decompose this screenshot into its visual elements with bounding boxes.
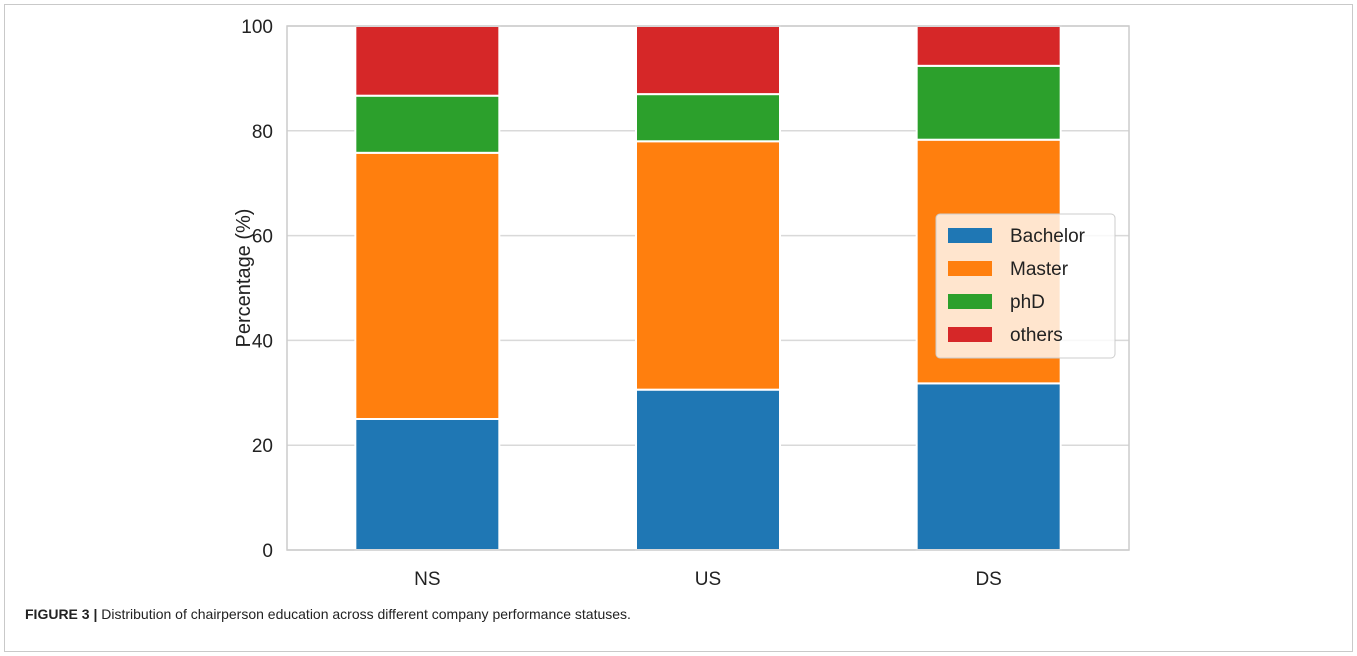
y-tick-label: 20 <box>252 436 273 457</box>
figure-frame: 0 20 40 60 80 100 NS US DS Percentage (%) Bachel… <box>4 4 1353 652</box>
bar-segment-bachelor-ds <box>915 382 1062 552</box>
legend-swatch-others <box>948 327 992 342</box>
bar-segment-bachelor-us <box>635 388 781 551</box>
stacked-bar-chart: 0 20 40 60 80 100 NS US DS Percentage (%) Bachel… <box>233 17 1130 590</box>
legend-box <box>935 213 1116 359</box>
legend-label-others: others <box>1010 325 1063 346</box>
plot-border <box>286 25 1130 551</box>
bar-segment-others-ds <box>915 25 1062 67</box>
legend-label-bachelor: Bachelor <box>1010 226 1086 247</box>
bar-segment-phd-us <box>635 93 781 143</box>
y-axis-label: Percentage (%) <box>233 209 255 348</box>
x-tick-label: DS <box>975 569 1001 590</box>
legend-label-master: Master <box>1010 259 1069 280</box>
y-tick-label: 100 <box>241 17 273 38</box>
bar-segment-others-us <box>635 25 781 96</box>
figure-caption-text: Distribution of chairperson education ac… <box>101 606 631 622</box>
y-tick-label: 0 <box>262 541 273 562</box>
figure-caption-label: FIGURE 3 | <box>25 606 98 622</box>
y-tick-label: 60 <box>252 227 273 248</box>
y-tick-label: 80 <box>252 122 273 143</box>
bar-segment-phd-ns <box>354 94 501 154</box>
tick-labels: 0 20 40 60 80 100 NS US DS <box>241 17 1002 590</box>
legend-swatch-phd <box>948 294 992 309</box>
legend-swatch-bachelor <box>948 228 992 243</box>
bar-segment-others-ns <box>354 25 501 97</box>
legend-swatch-master <box>948 261 992 276</box>
bar-segment-phd-ds <box>915 64 1062 141</box>
x-tick-label: NS <box>414 569 440 590</box>
x-tick-label: US <box>695 569 721 590</box>
legend: Bachelor Master phD others <box>935 213 1116 359</box>
bar-segment-bachelor-ns <box>354 418 501 551</box>
bar-segment-master-ns <box>354 151 501 420</box>
bar-segment-master-us <box>635 140 781 391</box>
figure-caption: FIGURE 3 | Distribution of chairperson e… <box>25 606 631 622</box>
y-tick-label: 40 <box>252 331 273 352</box>
legend-label-phd: phD <box>1010 292 1045 313</box>
